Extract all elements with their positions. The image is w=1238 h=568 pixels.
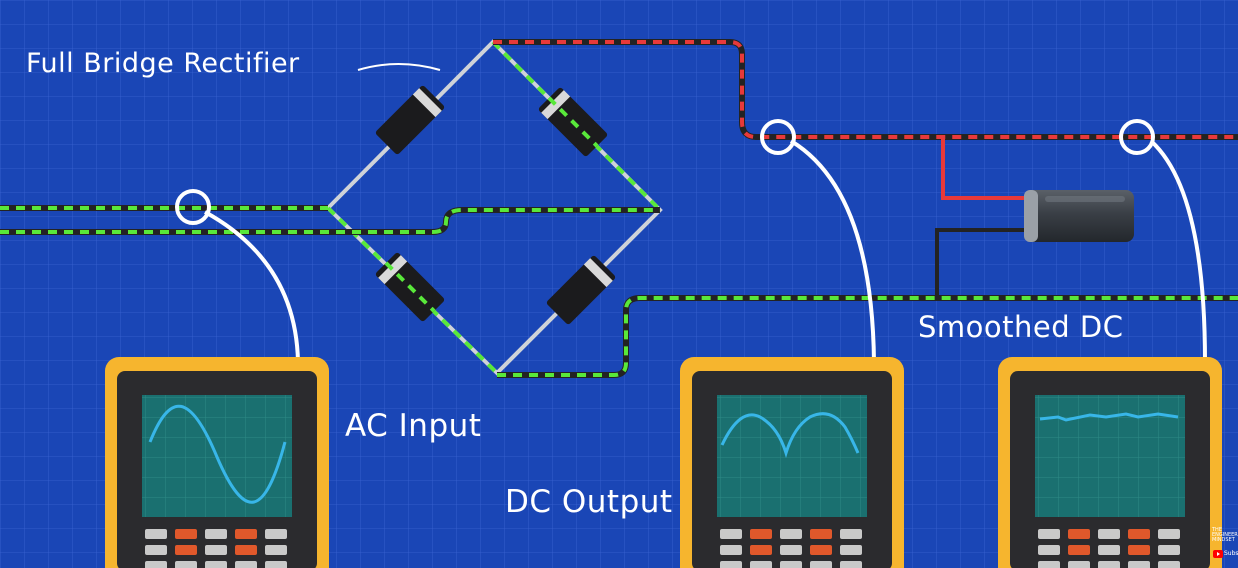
probe-icon [760, 119, 796, 155]
capacitor-icon [1024, 190, 1134, 242]
diode-icon [538, 87, 608, 157]
probe-icon [175, 189, 211, 225]
negative-return-wire [497, 228, 1238, 378]
positive-output-wire [493, 39, 1238, 200]
smoothed-dc-label: Smoothed DC [918, 310, 1124, 344]
subscribe-button[interactable]: Subscribe [1211, 548, 1238, 560]
title-pointer-line [357, 63, 441, 71]
rectified-waveform [720, 412, 860, 459]
diode-icon [375, 252, 445, 322]
youtube-icon [1213, 550, 1223, 558]
probe-icon [1119, 119, 1155, 155]
dc-output-label: DC Output [505, 484, 673, 520]
oscilloscope-icon [680, 357, 904, 568]
diode-icon [546, 255, 616, 325]
ac-input-label: AC Input [345, 408, 482, 444]
diagram-title: Full Bridge Rectifier [26, 48, 300, 79]
channel-logo: THE ENGINEERING MINDSET [1212, 527, 1238, 543]
ac-input-wires [0, 205, 660, 235]
subscribe-label: Subscribe [1224, 550, 1238, 557]
oscilloscope-icon [998, 357, 1222, 568]
oscilloscope-icon [105, 357, 329, 568]
diode-icon [375, 85, 445, 155]
smoothed-waveform [1039, 412, 1179, 422]
probe-cables [204, 139, 1207, 363]
ac-waveform [148, 404, 287, 504]
bridge-rectifier [325, 39, 663, 376]
